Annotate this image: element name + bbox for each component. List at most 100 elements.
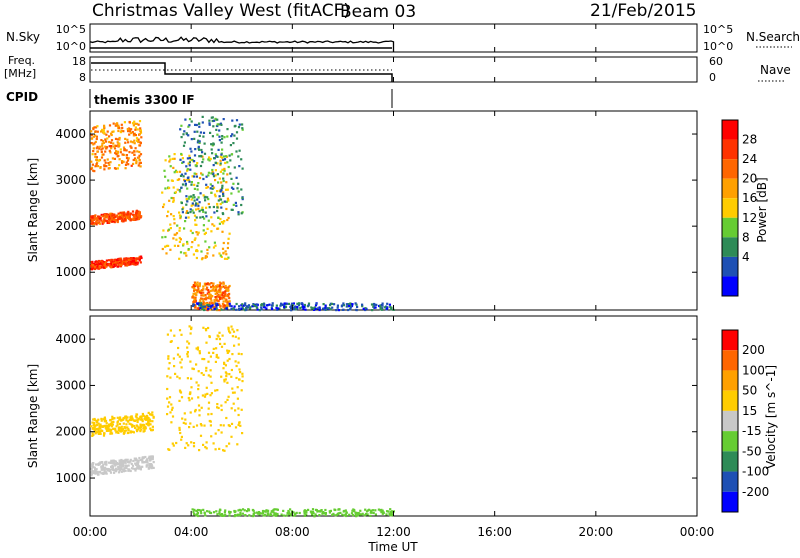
scatter-point xyxy=(287,302,290,305)
scatter-point xyxy=(167,357,170,360)
scatter-point xyxy=(190,441,193,444)
scatter-point xyxy=(225,307,228,310)
scatter-point xyxy=(197,396,200,399)
scatter-point xyxy=(135,122,139,125)
date-label: 21/Feb/2015 xyxy=(590,1,696,21)
nsearch-tick-bottom: 10^0 xyxy=(703,40,733,53)
scatter-point xyxy=(101,262,104,265)
scatter-point xyxy=(210,216,213,219)
colorbar-swatch xyxy=(722,370,738,391)
scatter-point xyxy=(92,427,95,430)
scatter-point xyxy=(239,511,242,515)
scatter-point xyxy=(221,135,224,138)
scatter-point xyxy=(379,306,382,309)
scatter-point xyxy=(329,304,332,307)
scatter-point xyxy=(227,289,230,292)
scatter-point xyxy=(311,510,315,513)
scatter-point xyxy=(324,508,327,512)
scatter-point xyxy=(167,355,170,358)
scatter-point xyxy=(135,211,138,214)
colorbar-swatch xyxy=(722,120,738,140)
scatter-point xyxy=(237,126,241,129)
scatter-point xyxy=(128,213,131,217)
scatter-point xyxy=(237,352,240,355)
scatter-point xyxy=(139,415,142,418)
scatter-point xyxy=(103,164,106,167)
scatter-point xyxy=(195,293,198,296)
scatter-point xyxy=(187,444,190,447)
scatter-point xyxy=(225,155,228,158)
scatter-point xyxy=(196,130,199,133)
scatter-point xyxy=(224,284,227,288)
scatter-point xyxy=(130,462,133,466)
scatter-point xyxy=(139,127,142,130)
scatter-point xyxy=(289,508,292,511)
scatter-point xyxy=(290,309,293,312)
scatter-point xyxy=(201,394,204,397)
scatter-point xyxy=(128,130,132,133)
scatter-point xyxy=(216,162,219,165)
scatter-point xyxy=(221,201,224,204)
scatter-point xyxy=(199,307,202,310)
scatter-point xyxy=(388,512,391,515)
scatter-point xyxy=(124,264,127,267)
scatter-point xyxy=(295,305,298,309)
scatter-point xyxy=(142,456,145,459)
scatter-point xyxy=(349,306,352,309)
scatter-point xyxy=(222,514,226,517)
scatter-point xyxy=(122,465,125,468)
scatter-point xyxy=(207,291,210,294)
scatter-point xyxy=(96,165,100,168)
scatter-point xyxy=(222,282,225,285)
scatter-point xyxy=(197,145,200,148)
scatter-point xyxy=(222,252,225,255)
scatter-point xyxy=(220,189,223,192)
scatter-point xyxy=(209,293,212,296)
scatter-point xyxy=(221,156,224,159)
scatter-point xyxy=(272,508,275,512)
scatter-point xyxy=(200,305,203,308)
scatter-point xyxy=(149,419,152,423)
scatter-point xyxy=(242,308,245,311)
scatter-point xyxy=(217,293,220,296)
scatter-point xyxy=(205,215,208,218)
scatter-point xyxy=(118,164,121,167)
scatter-point xyxy=(110,421,113,424)
scatter-point xyxy=(216,303,220,306)
scatter-point xyxy=(386,302,389,305)
scatter-point xyxy=(120,464,124,467)
scatter-point xyxy=(230,435,233,438)
scatter-point xyxy=(111,467,114,470)
scatter-point xyxy=(197,231,200,234)
scatter-point xyxy=(104,219,107,222)
scatter-point xyxy=(187,248,190,251)
scatter-point xyxy=(216,118,219,121)
scatter-point xyxy=(265,509,268,512)
scatter-point xyxy=(187,342,191,345)
colorbar-tick-label: -100 xyxy=(742,465,769,479)
nsearch-label: N.Search xyxy=(746,30,800,44)
scatter-point xyxy=(303,510,306,513)
scatter-point xyxy=(99,262,102,265)
scatter-point xyxy=(218,297,222,301)
scatter-point xyxy=(196,233,199,236)
scatter-point xyxy=(211,152,214,155)
scatter-point xyxy=(212,246,216,249)
scatter-point xyxy=(201,115,204,118)
scatter-point xyxy=(211,171,214,174)
scatter-point xyxy=(90,160,93,163)
scatter-point xyxy=(103,220,106,223)
scatter-point xyxy=(117,261,120,264)
scatter-point xyxy=(371,309,374,312)
scatter-point xyxy=(200,304,203,307)
scatter-point xyxy=(223,220,226,223)
scatter-point xyxy=(184,418,187,421)
scatter-point xyxy=(188,118,192,121)
scatter-point xyxy=(95,135,98,138)
scatter-point xyxy=(201,215,204,219)
scatter-point xyxy=(117,427,120,430)
scatter-point xyxy=(183,141,186,144)
scatter-point xyxy=(222,367,225,370)
scatter-point xyxy=(95,219,98,222)
